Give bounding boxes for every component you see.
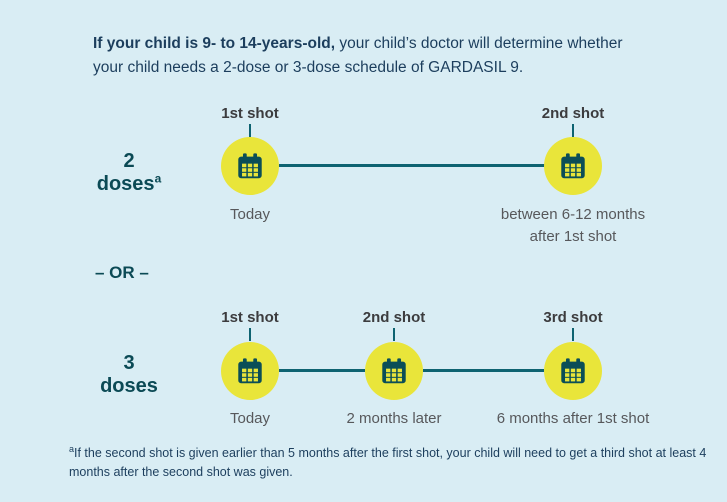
calendar-icon [238, 153, 262, 179]
shot-caption-row1-2nd: between 6-12 months after 1st shot [500, 206, 646, 245]
shot-marker-row2-1st [221, 342, 279, 400]
footnote-text: aIf the second shot is given earlier tha… [69, 440, 714, 482]
shot-caption-row2-1st: Today [229, 410, 271, 427]
dose-count-number: 3 [123, 352, 135, 374]
timeline-connector-line [423, 369, 544, 372]
dose-count-word: dosesa [83, 171, 175, 196]
shot-label-row2-1st: 1st shot [221, 309, 279, 326]
dose-count-label-3-doses: 3 doses [83, 352, 175, 398]
dose-count-label-2-doses: 2 dosesa [83, 150, 175, 196]
header-rest-line1: your child’s doctor will determine wheth… [335, 35, 623, 52]
footnote-line1: If the second shot is given earlier than… [74, 446, 707, 461]
shot-caption-row2-2nd: 2 months later [346, 410, 442, 427]
shot-caption-row2-3rd: 6 months after 1st shot [496, 410, 650, 427]
shot-label-row2-2nd: 2nd shot [362, 309, 426, 326]
dose-footnote-marker: a [154, 171, 162, 186]
header-text: If your child is 9- to 14-years-old, you… [93, 32, 725, 80]
dose-count-word: doses [83, 375, 175, 398]
footnote-marker: a [69, 444, 75, 454]
timeline-connector-line [279, 369, 365, 372]
dose-word: doses [100, 375, 158, 397]
header-bold-text: If your child is 9- to 14-years-old, [93, 35, 336, 52]
shot-marker-row1-1st [221, 137, 279, 195]
calendar-icon [561, 358, 585, 384]
or-divider: – OR – [95, 263, 149, 282]
shot-caption-row1-1st: Today [229, 206, 271, 223]
tick-line [572, 328, 574, 341]
footnote-line2: months after the second shot was given. [69, 465, 293, 480]
calendar-icon [561, 153, 585, 179]
shot-label-row1-1st: 1st shot [221, 105, 279, 122]
shot-marker-row2-2nd [365, 342, 423, 400]
calendar-icon [382, 358, 406, 384]
tick-line [249, 328, 251, 341]
tick-line [572, 124, 574, 137]
timeline-connector-line [279, 164, 545, 167]
dose-word: doses [96, 173, 155, 195]
tick-line [393, 328, 395, 341]
shot-marker-row1-2nd [544, 137, 602, 195]
tick-line [249, 124, 251, 137]
header-rest-line2: your child needs a 2-dose or 3-dose sche… [93, 59, 524, 76]
shot-marker-row2-3rd [544, 342, 602, 400]
shot-label-row1-2nd: 2nd shot [541, 105, 605, 122]
shot-label-row2-3rd: 3rd shot [543, 309, 603, 326]
dose-count-number: 2 [123, 150, 135, 172]
calendar-icon [238, 358, 262, 384]
